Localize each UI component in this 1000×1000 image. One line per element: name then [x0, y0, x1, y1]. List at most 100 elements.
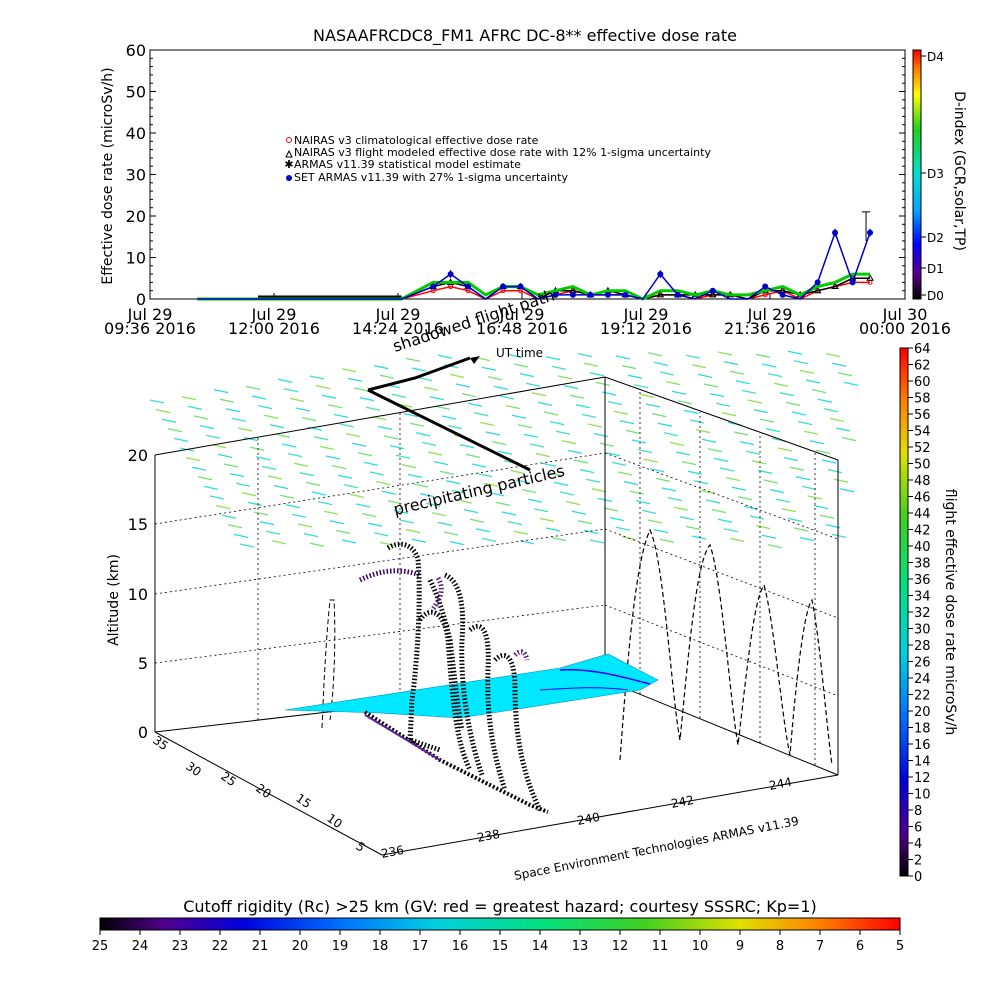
- dose-colorbar-tick-label: 32: [914, 606, 931, 621]
- particle-arrow: [321, 394, 337, 399]
- dose-colorbar-tick-label: 10: [914, 788, 931, 803]
- particle-arrow: [687, 470, 703, 475]
- particle-arrow: [297, 523, 313, 528]
- particle-arrow: [341, 539, 357, 544]
- particle-arrow: [633, 384, 649, 389]
- top-x-tick-time: 16:48 2016: [476, 319, 568, 338]
- top-x-tick-time: 19:12 2016: [600, 319, 692, 338]
- particle-arrow: [557, 375, 573, 380]
- particle-arrow: [359, 396, 375, 402]
- dose-colorbar-tick-label: 62: [914, 359, 931, 374]
- particle-arrow: [805, 379, 821, 384]
- particle-arrow: [467, 402, 483, 407]
- particle-arrow: [645, 403, 661, 408]
- particle-arrow: [513, 530, 529, 535]
- particle-arrow: [729, 537, 745, 543]
- particle-arrow: [243, 436, 259, 442]
- dose-colorbar-tick-label: 48: [914, 474, 931, 489]
- dose-colorbar: [899, 347, 909, 877]
- legend-marker-nairas-flight: [285, 149, 293, 158]
- dose-colorbar-tick-label: 36: [914, 573, 931, 588]
- particle-arrow: [751, 460, 767, 465]
- particle-arrow: [549, 420, 565, 426]
- particle-arrow: [799, 369, 815, 375]
- particle-arrow: [317, 500, 333, 506]
- rigidity-tick-label: 17: [412, 939, 429, 954]
- top-back-edge: [154, 376, 606, 456]
- particle-arrow: [167, 428, 183, 433]
- set-armas-point: [762, 283, 769, 290]
- particle-arrow: [495, 501, 511, 507]
- set-armas-point: [517, 283, 524, 290]
- particle-arrow: [475, 528, 491, 533]
- particle-arrow: [383, 435, 399, 440]
- particle-arrow: [305, 481, 321, 487]
- rigidity-colorbar: [99, 917, 901, 931]
- dose-colorbar-tick-label: 34: [914, 590, 931, 605]
- particle-arrow: [269, 424, 285, 429]
- particle-arrow: [251, 395, 267, 400]
- longitude-tick-label: 238: [476, 827, 501, 845]
- rigidity-tick-label: 24: [132, 939, 149, 954]
- particle-arrow: [553, 481, 569, 487]
- particle-arrow: [535, 452, 551, 458]
- particle-arrow: [763, 479, 779, 484]
- particle-arrow: [271, 540, 287, 545]
- particle-arrow: [619, 420, 635, 425]
- particle-arrow: [257, 404, 273, 410]
- particle-arrow: [729, 370, 745, 375]
- particle-arrow: [753, 408, 769, 414]
- particle-arrow: [497, 450, 513, 455]
- particle-arrow: [609, 516, 625, 522]
- legend-label-armas-stat: ARMAS v11.39 statistical model estimate: [294, 158, 521, 171]
- longitude-ticks: 236 238 240 242 244: [380, 775, 793, 861]
- rigidity-colorbar-title: Cutoff rigidity (Rc) >25 km (GV: red = g…: [183, 897, 817, 916]
- rigidity-tick-label: 15: [492, 939, 509, 954]
- particle-arrow: [833, 478, 849, 483]
- particle-arrow: [811, 388, 827, 394]
- particle-arrow: [345, 432, 361, 438]
- particle-arrow: [575, 404, 591, 409]
- particle-arrow: [703, 383, 719, 388]
- set-armas-point: [779, 291, 786, 298]
- particle-arrow: [457, 499, 473, 504]
- particle-arrow: [615, 526, 631, 531]
- longitude-tick-label: 244: [768, 775, 793, 793]
- particle-arrow: [357, 452, 373, 457]
- particle-arrow: [789, 466, 805, 471]
- top-x-tick-date: Jul 29: [747, 305, 793, 324]
- particle-arrow: [219, 398, 235, 403]
- top-x-tick-date: Jul 29: [499, 305, 545, 324]
- altitude-axis-label: Altitude (km): [106, 554, 122, 646]
- particle-arrow: [621, 364, 637, 370]
- particle-arrow: [309, 375, 325, 380]
- dose-colorbar-tick-label: 4: [914, 837, 922, 852]
- particle-arrow: [797, 420, 813, 426]
- particle-arrow: [439, 470, 455, 475]
- dose-colorbar-tick-label: 14: [914, 755, 931, 770]
- dose-colorbar-tick-label: 50: [914, 458, 931, 473]
- particle-arrow: [803, 430, 819, 435]
- particle-arrow: [613, 410, 629, 415]
- particle-arrow: [777, 447, 793, 452]
- particle-arrow: [263, 414, 279, 419]
- particle-arrow: [799, 536, 815, 542]
- particle-arrow: [419, 492, 435, 498]
- particle-arrow: [289, 397, 305, 403]
- latitude-tick-label: 5: [353, 839, 367, 855]
- top-x-tick-time: 12:00 2016: [228, 319, 320, 338]
- particle-arrow: [715, 402, 731, 407]
- top-y-ticks: 0 10 20 30 40 50 60: [126, 41, 905, 309]
- particle-arrow: [695, 428, 711, 434]
- particle-arrow: [493, 385, 509, 391]
- floor-shadow-path: [363, 710, 549, 814]
- particle-arrow: [501, 511, 517, 516]
- set-armas-point: [465, 283, 472, 290]
- dose-colorbar-tick-label: 12: [914, 771, 931, 786]
- particle-arrow: [335, 529, 351, 535]
- dose-colorbar-tick-label: 26: [914, 656, 931, 671]
- particle-arrow: [761, 363, 777, 368]
- rigidity-tick-label: 10: [692, 939, 709, 954]
- particle-arrow: [583, 362, 599, 367]
